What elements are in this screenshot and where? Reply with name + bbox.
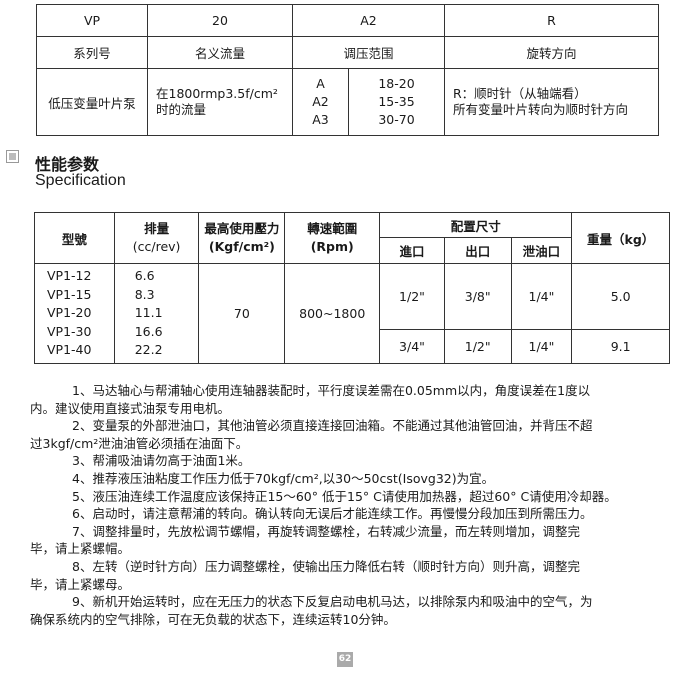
pressure-range: 30-70 [378, 112, 415, 127]
pressure-code: A [316, 76, 325, 91]
series-name: 低压变量叶片泵 [36, 68, 148, 136]
header-speed: 轉速範圍 (Rpm) [284, 212, 381, 264]
flow-line: 在1800rmp3.5f/cm² [156, 86, 278, 101]
note-line: 1、马达轴心与帮浦轴心使用连轴器装配时，平行度误差需在0.05mm以内，角度误差… [72, 383, 591, 398]
spec-table: 型號 排量 (cc/rev) 最高使用壓力 (Kgf/cm²) 轉速範圍 (Rp… [34, 212, 670, 364]
header-ports: 配置尺寸 [379, 212, 573, 238]
displacement-value: 22.2 [134, 342, 163, 358]
weight-value: 5.0 [571, 263, 670, 330]
note-line: 3、帮浦吸油请勿高于油面1米。 [72, 453, 251, 469]
header-text: 排量 [144, 221, 170, 236]
code-series: VP [36, 4, 148, 37]
header-series: 系列号 [36, 36, 148, 69]
displacements-cell: 6.6 8.3 11.1 16.6 22.2 [113, 263, 200, 364]
displacement-value: 6.6 [134, 268, 155, 284]
note-line: 9、新机开始运转时，应在无压力的状态下反复启动电机马达，以排除泵内和吸油中的空气… [72, 594, 593, 610]
code-rotation: R [444, 4, 659, 37]
header-inlet: 進口 [379, 237, 445, 264]
pressure-codes: A A2 A3 [292, 68, 349, 136]
max-pressure-value: 70 [198, 263, 286, 364]
speed-range-value: 800~1800 [284, 263, 381, 364]
section-subtitle: Specification [35, 172, 126, 189]
drain-value: 1/4" [510, 263, 573, 330]
model-name: VP1-20 [47, 305, 92, 321]
inlet-value: 3/4" [379, 329, 445, 364]
displacement-value: 11.1 [134, 305, 163, 321]
displacement-value: 16.6 [134, 323, 163, 339]
section-bullet-icon [6, 150, 19, 163]
outlet-value: 3/8" [443, 263, 512, 330]
pressure-code: A3 [312, 112, 329, 127]
note-line: 6、启动时，请注意帮浦的转向。确认转向无误后才能连续工作。再慢慢分段加压到所需压… [72, 506, 593, 522]
model-name: VP1-30 [47, 323, 92, 339]
model-name: VP1-12 [47, 268, 92, 284]
note-line: 内。建议使用直接式油泵专用电机。 [30, 400, 231, 416]
header-text: 最高使用壓力 [204, 221, 280, 236]
header-rotation: 旋转方向 [444, 36, 659, 69]
note-line: 毕，请上紧螺帽。 [30, 541, 131, 557]
header-unit: (Rpm) [310, 239, 354, 254]
displacement-value: 8.3 [134, 286, 155, 302]
header-outlet: 出口 [443, 237, 512, 264]
rotation-description: R：顺时针（从轴端看） 所有变量叶片转向为顺时针方向 [444, 68, 659, 136]
drain-value: 1/4" [510, 329, 573, 364]
code-flow: 20 [147, 4, 293, 37]
pressure-range: 15-35 [378, 94, 415, 109]
header-drain: 泄油口 [510, 237, 573, 264]
inlet-value: 1/2" [379, 263, 445, 330]
header-max-pressure: 最高使用壓力 (Kgf/cm²) [198, 212, 286, 264]
pressure-range: 18-20 [378, 76, 415, 91]
note-line: 7、调整排量时，先放松调节螺帽，再旋转调整螺栓，右转减少流量，而左转则增加，调整… [72, 523, 580, 539]
header-unit: (cc/rev) [132, 239, 181, 254]
page-number: 62 [337, 652, 353, 667]
flow-line: 时的流量 [156, 102, 207, 117]
rotation-line: R：顺时针（从轴端看） [453, 86, 587, 101]
flow-description: 在1800rmp3.5f/cm² 时的流量 [147, 68, 293, 136]
header-text: 轉速範圍 [307, 221, 358, 236]
usage-notes: 1、马达轴心与帮浦轴心使用连轴器装配时，平行度误差需在0.05mm以内，角度误差… [30, 382, 665, 628]
model-name: VP1-15 [47, 286, 92, 302]
note-line: 过3kgf/cm²泄油油管必须插在油面下。 [30, 435, 249, 451]
header-pressure: 调压范围 [292, 36, 445, 69]
note-line: 确保系统内的空气排除，可在无负载的状态下，连续运转10分钟。 [30, 611, 396, 627]
pressure-ranges: 18-20 15-35 30-70 [348, 68, 445, 136]
section-title: 性能参数 [35, 155, 100, 174]
rotation-line: 所有变量叶片转向为顺时针方向 [453, 102, 629, 117]
code-pressure: A2 [292, 4, 445, 37]
header-displacement: 排量 (cc/rev) [113, 212, 200, 264]
header-flow: 名义流量 [147, 36, 293, 69]
header-weight: 重量（kg） [571, 212, 670, 264]
header-model: 型號 [34, 212, 115, 264]
note-line: 8、左转（逆时针方向）压力调整螺栓，使输出压力降低右转（顺时针方向）则升高，调整… [72, 558, 580, 574]
weight-value: 9.1 [571, 329, 670, 364]
pressure-code: A2 [312, 94, 329, 109]
model-code-table: VP 20 A2 R 系列号 名义流量 调压范围 旋转方向 低压变量叶片泵 在1… [36, 4, 659, 136]
note-line: 毕，请上紧螺母。 [30, 576, 131, 592]
note-line: 2、变量泵的外部泄油口，其他油管必须直接连接回油箱。不能通过其他油管回油，并背压… [72, 418, 593, 434]
models-cell: VP1-12 VP1-15 VP1-20 VP1-30 VP1-40 [34, 263, 115, 364]
header-unit: (Kgf/cm²) [208, 239, 275, 254]
model-name: VP1-40 [47, 342, 92, 358]
note-line: 4、推荐液压油粘度工作压力低于70kgf/cm²,以30～50cst(Isovg… [72, 470, 495, 486]
note-line: 5、液压油连续工作温度应该保持正15～60° 低于15° C请使用加热器，超过6… [72, 488, 617, 504]
outlet-value: 1/2" [443, 329, 512, 364]
